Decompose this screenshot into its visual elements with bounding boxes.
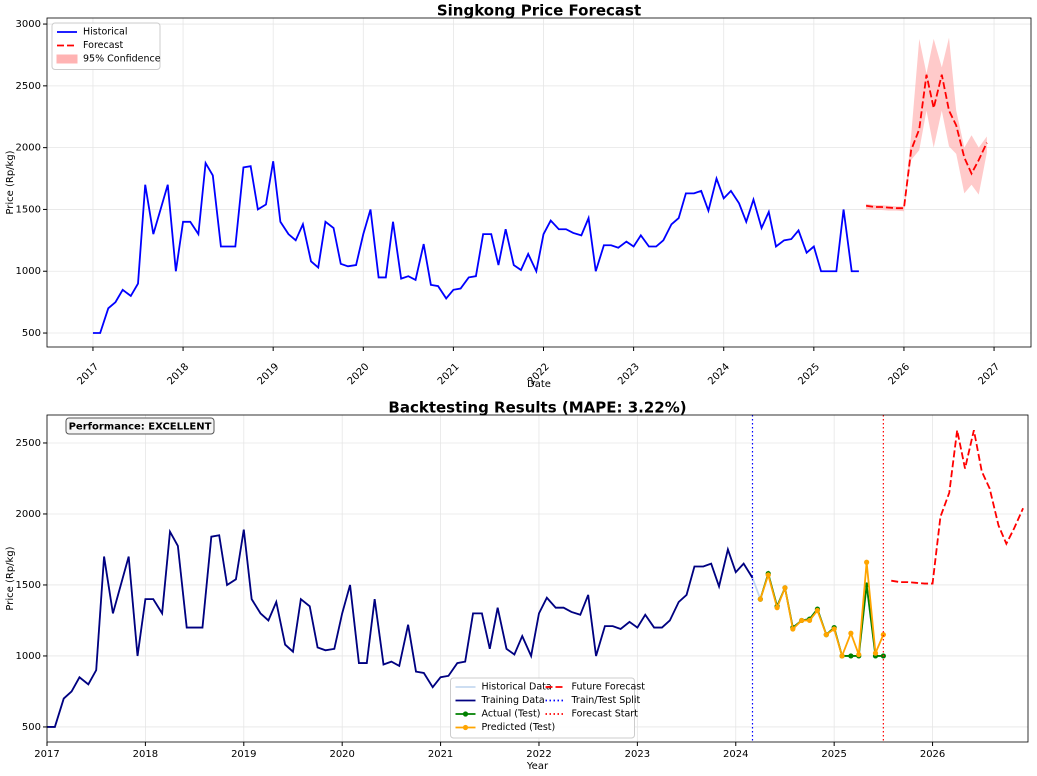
point [814, 607, 821, 614]
x-tick-label: 2027 [977, 361, 1003, 387]
point [765, 572, 771, 578]
point [757, 596, 763, 602]
y-tick-label: 1500 [16, 580, 41, 591]
legend-label: Predicted (Test) [482, 722, 556, 733]
x-tick-label: 2017 [34, 749, 59, 760]
x-tick-label: 2023 [616, 361, 642, 387]
x-axis-label: Date [527, 379, 551, 390]
point [799, 617, 805, 624]
point [774, 605, 780, 611]
y-axis-label: Price (Rp/kg) [5, 546, 16, 610]
y-tick-label: 1500 [16, 204, 41, 215]
y-axis-label: Price (Rp/kg) [5, 150, 16, 214]
x-tick-label: 2018 [133, 749, 158, 760]
y-tick-label: 500 [22, 722, 41, 733]
series-line [865, 74, 988, 210]
y-tick-label: 2000 [16, 143, 41, 154]
plot-area [47, 415, 1024, 742]
point [880, 632, 886, 638]
point [823, 632, 829, 638]
x-tick-label: 2021 [428, 749, 453, 760]
point [848, 630, 854, 636]
axes: Backtesting Results (MAPE: 3.22%) Year Pri… [5, 399, 1029, 772]
x-tick-label: 2022 [526, 749, 551, 760]
annotation-box [65, 417, 215, 435]
y-tick-label: 1000 [16, 266, 41, 277]
series-line [47, 528, 754, 728]
x-tick-label: 2018 [166, 361, 192, 387]
point [806, 617, 813, 624]
point [839, 653, 845, 659]
x-tick-label: 2017 [75, 361, 101, 387]
legend-swatch [56, 54, 78, 64]
point [856, 651, 862, 658]
point [864, 559, 870, 565]
legend-label: Actual (Test) [482, 709, 541, 720]
axes-frame [46, 414, 1029, 743]
chart-title: Singkong Price Forecast [437, 2, 641, 20]
axes-frame [46, 17, 1032, 348]
y-tick-label: 500 [22, 328, 41, 339]
point [790, 626, 796, 632]
legend-label: Forecast [83, 40, 123, 51]
y-tick-label: 1000 [16, 651, 41, 662]
legend-label: Future Forecast [572, 682, 646, 693]
legend-marker [462, 724, 469, 731]
legend: Historical Data Training Data Actual (Test… [450, 677, 646, 739]
x-tick-label: 2026 [920, 749, 945, 760]
series-line [891, 429, 1024, 585]
legend-marker [462, 711, 469, 717]
legend-label: Train/Test Split [571, 695, 641, 706]
plot-area [92, 37, 988, 334]
x-tick-label: 2019 [231, 749, 256, 760]
x-tick-label: 2023 [625, 749, 650, 760]
point [848, 653, 854, 659]
x-tick-label: 2019 [256, 361, 282, 387]
legend: Historical Forecast 95% Confidence [51, 22, 161, 70]
legend-label: Forecast Start [572, 709, 639, 720]
chart-title: Backtesting Results (MAPE: 3.22%) [388, 399, 686, 417]
axes: Singkong Price Forecast Date Price (Rp/kg)… [5, 2, 1032, 390]
x-tick-label: 2025 [821, 749, 846, 760]
annotation: Performance: EXCELLENT [69, 422, 212, 433]
x-tick-label: 2024 [723, 749, 748, 760]
y-tick-label: 2500 [16, 81, 41, 92]
legend-box [450, 677, 635, 739]
y-tick-label: 3000 [16, 19, 41, 30]
series-line [759, 562, 885, 659]
legend-label: Historical [83, 27, 128, 38]
x-tick-label: 2021 [436, 361, 462, 387]
x-tick-label: 2020 [346, 361, 372, 387]
confidence-band [866, 37, 987, 212]
legend-label: Historical Data [482, 682, 552, 693]
series-line [92, 160, 859, 334]
x-tick-label: 2024 [706, 361, 732, 387]
point [782, 585, 788, 591]
x-tick-label: 2025 [796, 361, 822, 387]
legend-box [51, 22, 161, 70]
point [831, 626, 837, 632]
y-tick-label: 2500 [16, 438, 41, 449]
x-axis-label: Year [526, 761, 549, 772]
legend-label: 95% Confidence [83, 54, 161, 65]
y-tick-label: 2000 [16, 509, 41, 520]
x-tick-label: 2026 [886, 361, 912, 387]
x-tick-label: 2020 [329, 749, 354, 760]
legend-label: Training Data [481, 695, 545, 706]
point [872, 650, 879, 656]
